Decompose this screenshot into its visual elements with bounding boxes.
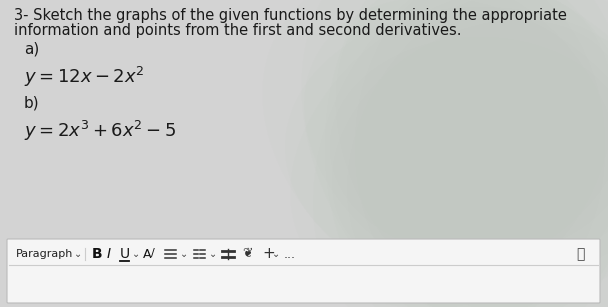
- Text: Paragraph: Paragraph: [16, 249, 74, 259]
- Text: ...: ...: [284, 247, 296, 261]
- Text: ⤢: ⤢: [576, 247, 584, 261]
- Text: U: U: [120, 247, 130, 261]
- Text: ⌄: ⌄: [209, 249, 217, 259]
- Text: ⌄: ⌄: [272, 249, 280, 259]
- Text: ❦: ❦: [242, 247, 252, 261]
- Text: +: +: [262, 247, 275, 262]
- Text: ⌄: ⌄: [74, 249, 82, 259]
- Text: $y = 2x^3 + 6x^2 - 5$: $y = 2x^3 + 6x^2 - 5$: [24, 119, 176, 143]
- Text: ⌄: ⌄: [132, 249, 140, 259]
- Text: ⌄: ⌄: [180, 249, 188, 259]
- Text: information and points from the first and second derivatives.: information and points from the first an…: [14, 23, 461, 38]
- Text: a): a): [24, 41, 40, 56]
- Text: $y = 12x - 2x^2$: $y = 12x - 2x^2$: [24, 65, 145, 89]
- Text: b): b): [24, 95, 40, 110]
- Text: I: I: [107, 247, 111, 261]
- FancyBboxPatch shape: [7, 239, 600, 303]
- Text: B: B: [92, 247, 103, 261]
- Text: A: A: [143, 247, 151, 261]
- Text: /: /: [151, 248, 155, 258]
- Text: 3- Sketch the graphs of the given functions by determining the appropriate: 3- Sketch the graphs of the given functi…: [14, 8, 567, 23]
